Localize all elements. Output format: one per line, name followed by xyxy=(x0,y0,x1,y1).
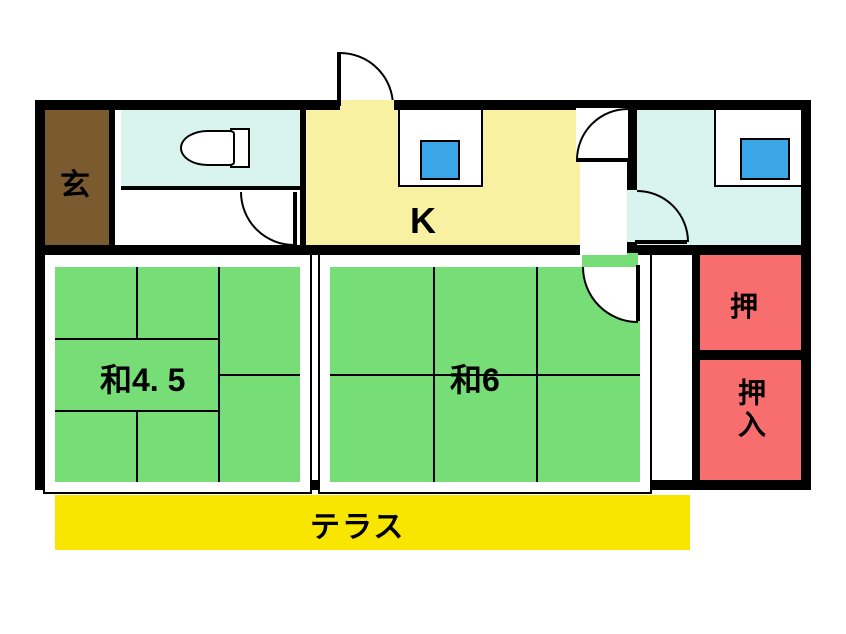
terrace-label: テラス xyxy=(310,502,405,546)
toilet-door-arc xyxy=(240,192,294,246)
genkan-label: 玄 xyxy=(60,160,90,204)
bath-door-leaf xyxy=(635,240,687,244)
closet-outer-wall xyxy=(692,255,700,480)
closet1-label: 押 xyxy=(730,285,758,325)
mid-wall xyxy=(45,245,801,255)
bath-sink-icon xyxy=(740,138,790,180)
tatami2-door-gap xyxy=(582,253,638,267)
bath-door-gap xyxy=(627,190,637,242)
t2-line xyxy=(536,267,538,374)
bath-corridor-door-arc xyxy=(576,108,628,160)
tatami2-door-arc xyxy=(582,267,638,323)
tatami2-door-leaf xyxy=(636,265,640,321)
corridor-midwall-gap xyxy=(580,245,627,255)
t1-line xyxy=(218,374,300,376)
t1-line xyxy=(136,267,138,338)
closet2-label: 押入 xyxy=(730,378,770,442)
bath-door-arc xyxy=(637,190,689,242)
tatami2-label: 和6 xyxy=(450,355,500,401)
top-door-arc xyxy=(340,52,394,106)
t2-line xyxy=(536,374,538,482)
kitchen-label: K xyxy=(410,200,436,242)
right-gap xyxy=(652,255,692,480)
floorplan-canvas: 玄 K xyxy=(0,0,846,634)
bath-corridor-door-leaf xyxy=(576,158,628,162)
t2-line xyxy=(433,267,435,374)
t1-line xyxy=(55,338,218,340)
top-door-gap xyxy=(340,100,394,110)
t1-line xyxy=(136,410,138,482)
closet-divider xyxy=(692,350,801,360)
t2-line xyxy=(433,374,435,482)
kitchen-sink-icon xyxy=(420,140,460,180)
top-door-leaf xyxy=(337,52,341,106)
toilet-icon xyxy=(180,128,250,168)
toilet-door-leaf xyxy=(293,192,297,246)
tatami1-label: 和4. 5 xyxy=(100,355,185,401)
